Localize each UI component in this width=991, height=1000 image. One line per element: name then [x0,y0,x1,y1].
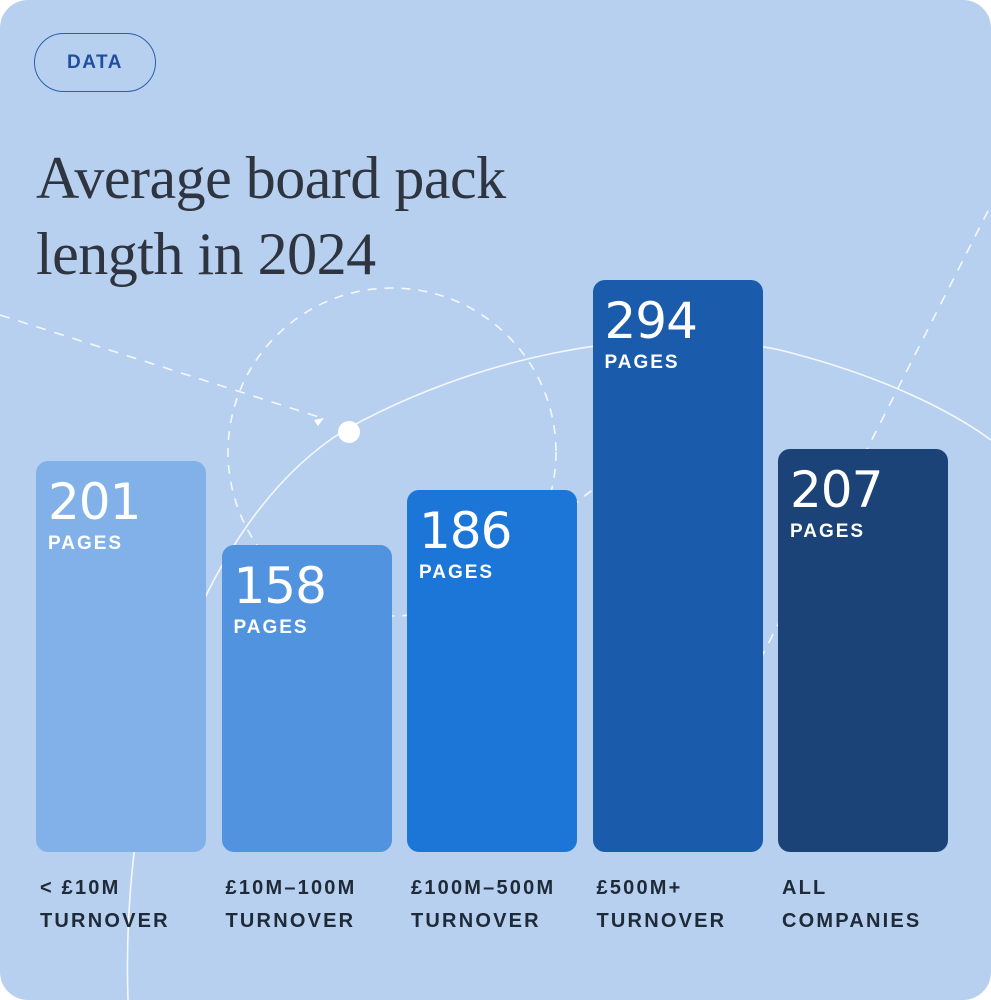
category-label-2: £10M–100M TURNOVER [226,872,357,938]
bar-value-label: 158 [233,556,327,615]
bar-unit-label: PAGES [790,521,866,543]
chart-title: Average board pack length in 2024 [36,140,596,292]
bar-value-label: 186 [419,502,512,561]
category-label-line-2: TURNOVER [411,910,541,932]
category-label-line-2: TURNOVER [596,910,727,932]
bar-unit-label: PAGES [233,616,309,638]
category-label-line-1: ALL [782,877,828,899]
bar-value-label: 207 [790,461,883,520]
category-label-3: £100M–500M TURNOVER [411,872,555,938]
bar-5: 207 PAGES [778,449,948,852]
data-badge: DATA [34,33,156,92]
bar-value-label: 294 [604,292,698,351]
category-label-line-1: £500M+ [596,877,683,899]
category-label-line-1: £10M–100M [225,877,357,899]
bar-1: 201 PAGES [36,460,206,852]
title-line-1: Average board pack [36,145,506,211]
bar-2: 158 PAGES [221,544,392,852]
category-label-line-1: £100M–500M [411,877,556,899]
bar-unit-label: PAGES [48,532,124,554]
bar-value-label: 201 [48,472,141,531]
category-label-4: £500M+ TURNOVER [597,872,727,938]
category-label-5: ALL COMPANIES [782,872,921,938]
category-label-line-1: < £10M [40,877,121,899]
category-label-1: < £10M TURNOVER [40,872,170,938]
bar-4: 294 PAGES [592,280,763,852]
category-label-line-2: TURNOVER [225,910,356,932]
bar-unit-label: PAGES [604,352,680,374]
category-label-line-2: COMPANIES [782,910,922,932]
bar-3: 186 PAGES [407,490,577,852]
title-line-2: length in 2024 [36,221,376,287]
bar-unit-label: PAGES [419,562,495,584]
category-label-line-2: TURNOVER [40,910,170,932]
